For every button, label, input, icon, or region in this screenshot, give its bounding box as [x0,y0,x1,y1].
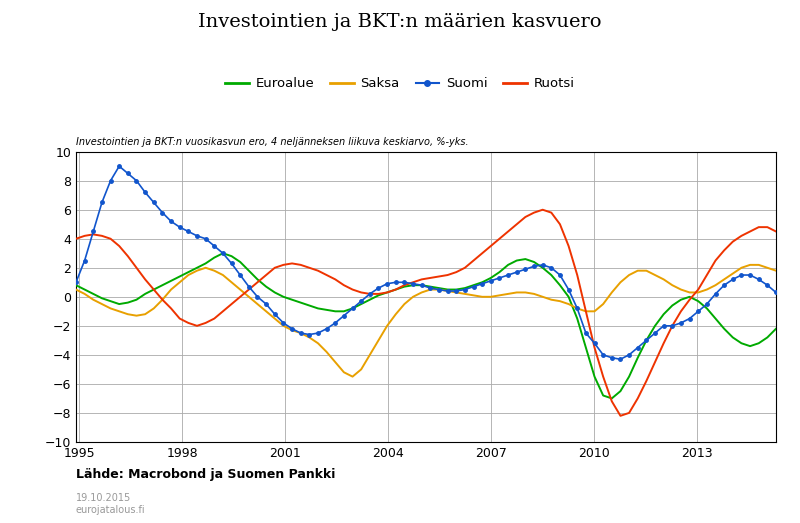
Text: Investointien ja BKT:n vuosikasvun ero, 4 neljänneksen liikuva keskiarvo, %-yks.: Investointien ja BKT:n vuosikasvun ero, … [76,138,469,147]
Saksa [71,287,81,293]
Saksa [624,272,634,278]
Euroalue [408,282,418,288]
Ruotsi [633,395,642,402]
Ruotsi [262,272,271,278]
Line: Suomi: Suomi [74,164,778,361]
Text: Lähde: Macrobond ja Suomen Pankki: Lähde: Macrobond ja Suomen Pankki [76,468,335,481]
Euroalue [71,282,81,288]
Suomi [771,289,781,295]
Suomi [616,356,626,362]
Line: Euroalue: Euroalue [76,253,776,399]
Saksa [408,294,418,300]
Line: Ruotsi: Ruotsi [76,210,776,416]
Suomi [114,163,124,169]
Ruotsi [650,359,660,365]
Ruotsi [538,207,547,213]
Text: eurojatalous.fi: eurojatalous.fi [76,505,146,515]
Euroalue [607,395,617,402]
Ruotsi [399,282,409,288]
Ruotsi [71,235,81,242]
Euroalue [244,268,254,274]
Line: Saksa: Saksa [76,265,776,377]
Saksa [235,287,245,293]
Saksa [746,262,755,268]
Ruotsi [270,265,279,271]
Suomi [71,279,81,286]
Text: Investointien ja BKT:n määrien kasvuero: Investointien ja BKT:n määrien kasvuero [198,13,602,31]
Euroalue [278,294,288,300]
Suomi [270,311,279,317]
Suomi [278,320,288,326]
Suomi [633,345,642,351]
Saksa [771,268,781,274]
Euroalue [633,355,642,361]
Saksa [348,373,358,380]
Suomi [650,330,660,336]
Suomi [244,283,254,290]
Saksa [270,315,279,322]
Euroalue [650,323,660,329]
Saksa [642,268,651,274]
Text: 19.10.2015: 19.10.2015 [76,493,131,503]
Euroalue [270,289,279,295]
Suomi [408,281,418,287]
Ruotsi [235,294,245,300]
Ruotsi [771,229,781,235]
Legend: Euroalue, Saksa, Suomi, Ruotsi: Euroalue, Saksa, Suomi, Ruotsi [220,72,580,96]
Euroalue [218,250,228,256]
Ruotsi [616,413,626,419]
Saksa [262,308,271,314]
Euroalue [771,326,781,332]
